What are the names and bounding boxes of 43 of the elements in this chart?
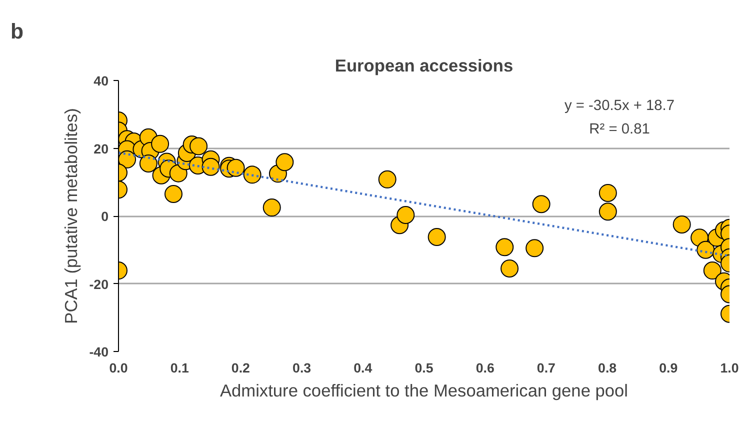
y-tick-label: -20 — [89, 276, 108, 292]
x-tick-label: 0.9 — [659, 360, 678, 376]
point — [396, 206, 415, 224]
x-tick-label: 1.0 — [720, 360, 739, 376]
point — [378, 170, 396, 188]
text: b — [10, 20, 24, 44]
y-axis-title: PCA1 (putative metabolites) — [61, 108, 82, 324]
point — [276, 153, 294, 172]
x-tick-label: 0.3 — [292, 360, 312, 376]
point — [672, 215, 691, 234]
x-tick-label: 0.1 — [170, 360, 190, 376]
point — [428, 228, 446, 246]
y-tick-label: 20 — [94, 141, 109, 156]
x-tick-label: 0.5 — [414, 360, 434, 376]
x-tick-label: 0.7 — [536, 360, 556, 376]
annotation: y = -30.5x + 18.7 — [564, 98, 675, 114]
point — [598, 202, 617, 221]
point — [243, 166, 262, 184]
point — [703, 262, 722, 280]
x-axis-title: Admixture coefficient to the Mesoamerican gene pool — [220, 380, 628, 400]
point — [202, 158, 220, 176]
x-tick-label: 0.2 — [231, 360, 250, 376]
point — [532, 195, 550, 214]
point — [118, 150, 136, 168]
point — [151, 134, 170, 153]
x-tick-label: 0.6 — [476, 360, 494, 376]
point — [526, 239, 544, 258]
point — [496, 238, 514, 256]
point — [500, 260, 519, 278]
point — [139, 154, 158, 172]
point — [226, 158, 245, 177]
y-tick-label: -40 — [89, 344, 108, 360]
point — [164, 185, 182, 203]
point — [262, 198, 281, 217]
point — [598, 184, 617, 202]
x-tick-label: 0.4 — [354, 360, 373, 376]
y-tick-label: 40 — [94, 74, 109, 88]
x-tick-label: 0.0 — [109, 360, 128, 376]
x-tick-label: 0.8 — [598, 360, 617, 376]
annotation: R² = 0.81 — [589, 122, 650, 138]
point — [190, 137, 208, 156]
chart-title: European accessions — [334, 56, 514, 76]
y-tick-label: 0 — [101, 209, 109, 224]
